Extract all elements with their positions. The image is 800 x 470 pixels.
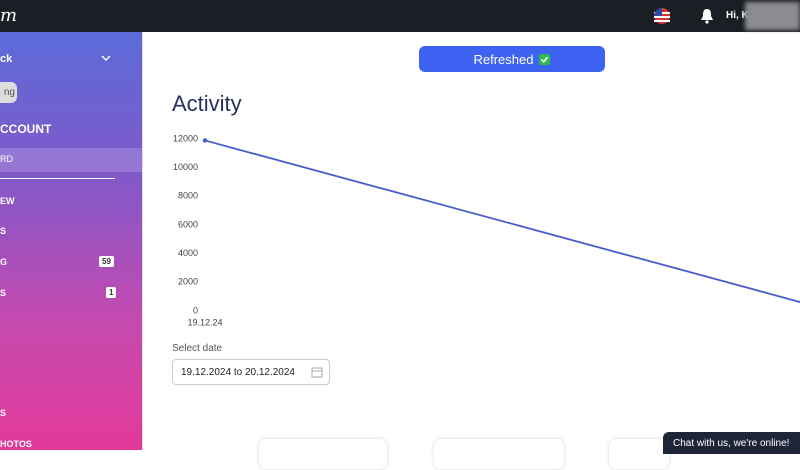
bell-icon[interactable] [700,8,714,24]
nav-item[interactable]: RD [0,154,13,164]
date-value: 19.12.2024 to 20.12.2024 [181,367,295,378]
data-point [202,138,208,143]
divider [0,178,115,179]
y-tick-label: 12000 [173,133,198,143]
nav-item[interactable]: EW [0,196,15,206]
refresh-button[interactable]: Refreshed [419,46,605,72]
y-tick-label: 0 [193,305,198,315]
nav-item[interactable]: S [0,226,7,236]
nav-item[interactable]: S [0,408,7,418]
date-label: Select date [172,343,223,354]
pill[interactable]: ng [0,82,17,103]
blurred-name [745,2,800,30]
nav-item[interactable]: G [0,257,8,267]
calendar-icon[interactable] [311,366,323,378]
logo[interactable]: m [0,5,18,26]
section-title: CCOUNT [0,122,52,136]
y-tick-label: 4000 [178,248,198,258]
top-bar: m Hi, K [0,0,800,32]
sidebar: ck ng CCOUNT RD EW S G 59 S 1 S HOTOS [0,32,143,450]
chat-widget[interactable]: Chat with us, we're online! [663,432,800,454]
chart: 0 2000 4000 6000 8000 10000 12000 19.12.24 [173,133,800,327]
x-tick-label: 19.12.24 [187,317,222,327]
badge: 1 [106,287,117,298]
card [258,438,388,470]
chevron[interactable] [101,54,111,62]
y-tick-label: 10000 [173,162,198,172]
card [433,438,565,470]
line-series [204,139,800,303]
chart-title: Activity [172,91,242,116]
greeting[interactable]: Hi, K [726,10,749,21]
y-tick-label: 8000 [178,191,198,201]
flag-icon[interactable] [653,7,671,25]
button-label: Refreshed [473,51,534,67]
check-icon [539,53,551,65]
date-input[interactable]: 19.12.2024 to 20.12.2024 [172,359,330,385]
active-row [0,148,142,172]
nav-item[interactable]: HOTOS [0,439,32,449]
card [608,438,670,470]
account-switcher[interactable]: ck [0,53,13,65]
y-tick-label: 6000 [178,219,198,229]
nav-item[interactable]: S [0,288,7,298]
chat-label: Chat with us, we're online! [673,438,790,449]
badge: 59 [99,256,114,267]
y-tick-label: 2000 [178,277,198,287]
